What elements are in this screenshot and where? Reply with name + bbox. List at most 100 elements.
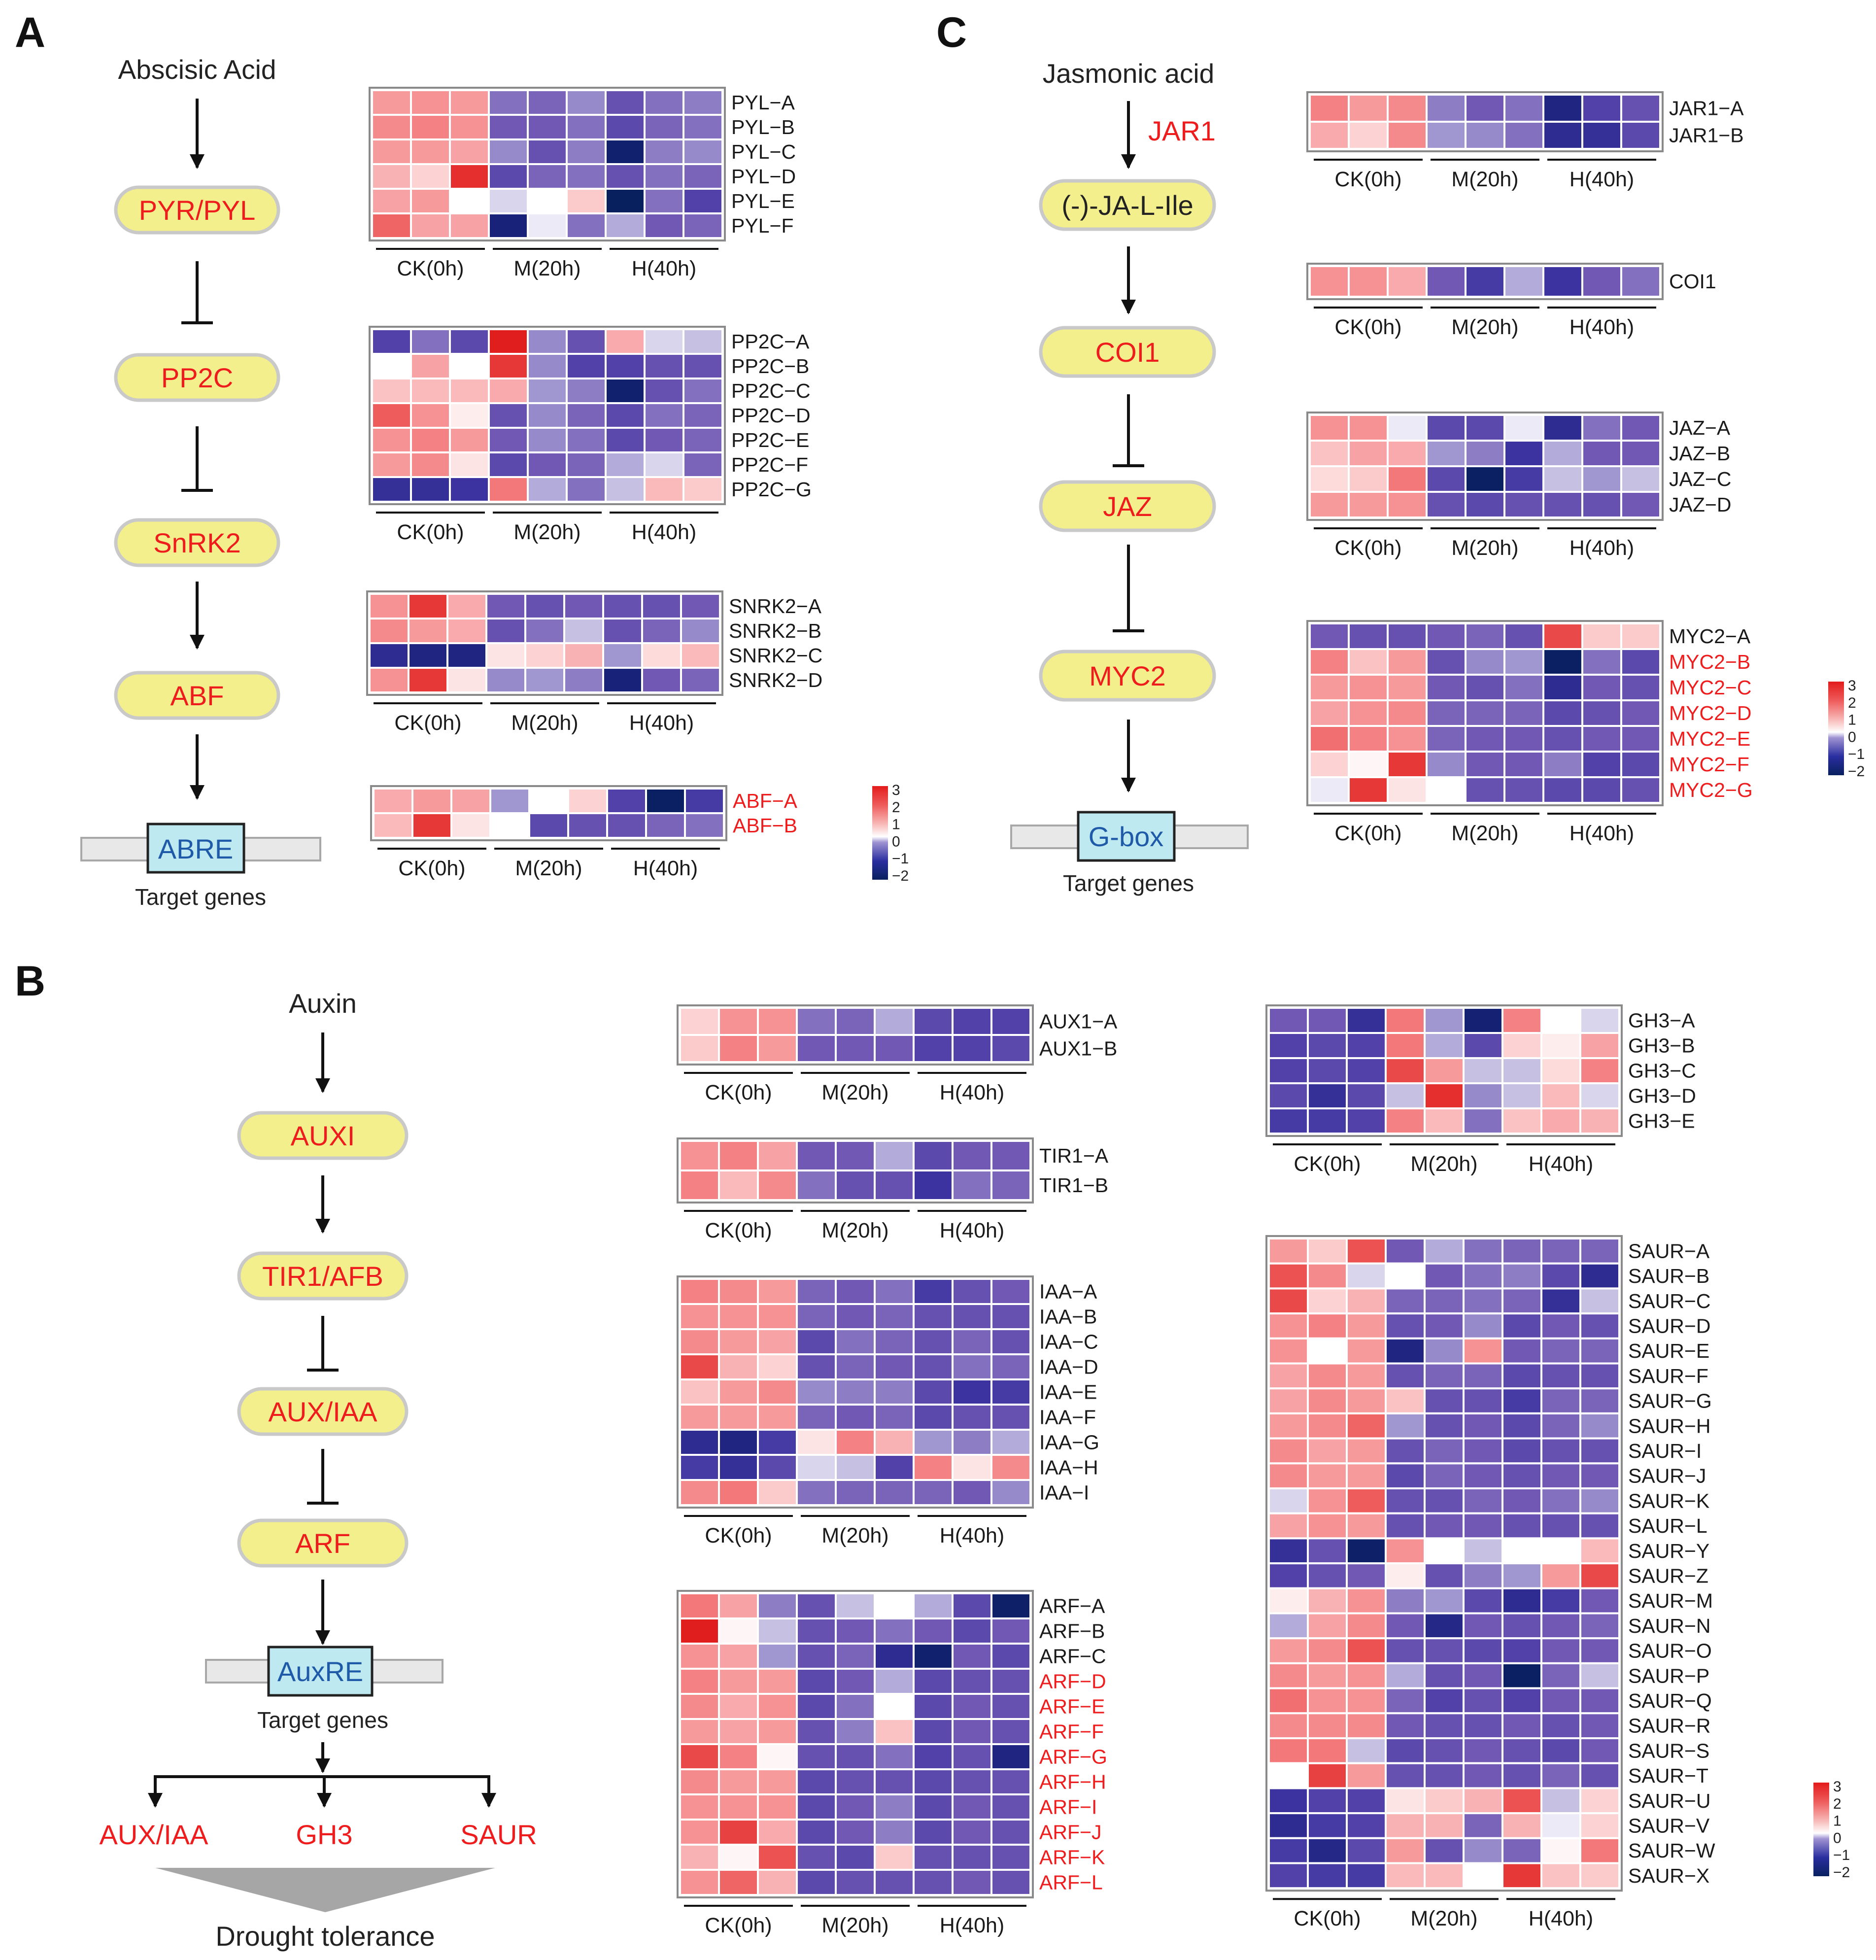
heatmap-cell bbox=[605, 212, 646, 239]
heatmap-cell bbox=[1426, 491, 1467, 518]
heatmap-cell bbox=[449, 402, 490, 429]
heatmap-cell bbox=[1385, 1312, 1426, 1340]
gene-label: ARF−H bbox=[1039, 1771, 1106, 1793]
heatmap-cell bbox=[796, 1404, 837, 1431]
heatmap-cell bbox=[1581, 674, 1622, 701]
heatmap-cell bbox=[1385, 1487, 1426, 1514]
group-label: H(40h) bbox=[629, 711, 694, 735]
node-label: COI1 bbox=[1095, 337, 1160, 368]
heatmap-cell bbox=[641, 667, 682, 693]
heatmap-cell bbox=[1387, 751, 1428, 778]
heatmap-cell bbox=[1385, 1287, 1426, 1315]
heatmap-cell bbox=[1579, 1487, 1620, 1514]
gene-label: ARF−B bbox=[1039, 1620, 1105, 1643]
heatmap-cell bbox=[1620, 94, 1661, 123]
heatmap-cell bbox=[679, 1007, 720, 1036]
heatmap-cell bbox=[796, 1278, 837, 1305]
heatmap-cell bbox=[410, 476, 451, 503]
heatmap-cell bbox=[1387, 674, 1428, 701]
heatmap-cell bbox=[718, 1643, 759, 1670]
heatmap-cell bbox=[488, 188, 529, 214]
gene-label: SAUR−G bbox=[1628, 1390, 1712, 1412]
heatmap-cell bbox=[1540, 1412, 1581, 1440]
gene-label: TIR1−A bbox=[1039, 1144, 1109, 1167]
heatmap-cell bbox=[1309, 751, 1350, 778]
heatmap-cell bbox=[1387, 648, 1428, 676]
heatmap-cell bbox=[1268, 1082, 1309, 1109]
heatmap-cell bbox=[835, 1404, 876, 1431]
gene-label: ARF−I bbox=[1039, 1796, 1097, 1819]
heatmap-cell bbox=[1307, 1287, 1348, 1315]
gene-label: IAA−A bbox=[1039, 1280, 1097, 1303]
heatmap-cell bbox=[990, 1378, 1031, 1406]
heatmap-cell bbox=[682, 353, 723, 379]
heatmap-cell bbox=[1540, 1487, 1581, 1514]
heatmap-cell bbox=[1268, 1837, 1309, 1864]
group-label: M(20h) bbox=[1451, 536, 1518, 560]
heatmap-cell bbox=[1309, 440, 1350, 467]
heatmap-cell bbox=[1501, 1862, 1542, 1890]
gene-label: IAA−B bbox=[1039, 1306, 1097, 1328]
heatmap-cell bbox=[835, 1454, 876, 1481]
heatmap-cell bbox=[1503, 648, 1544, 676]
heatmap-cell bbox=[1385, 1712, 1426, 1740]
heatmap-cell bbox=[1307, 1837, 1348, 1864]
heatmap-cell bbox=[679, 1592, 720, 1619]
heatmap-cell bbox=[874, 1007, 915, 1036]
legend-tick: 0 bbox=[1833, 1830, 1842, 1846]
heatmap-cell bbox=[1309, 622, 1350, 650]
gene-label: MYC2−G bbox=[1669, 779, 1753, 801]
heatmap-cell bbox=[913, 1303, 954, 1330]
heatmap-cell bbox=[1309, 776, 1350, 804]
group-label: CK(0h) bbox=[398, 857, 465, 880]
heatmap-cell bbox=[1463, 1537, 1503, 1565]
heatmap-cell bbox=[913, 1718, 954, 1745]
heatmap-cell bbox=[952, 1479, 992, 1506]
heatmap-cell bbox=[835, 1793, 876, 1821]
heatmap-cell bbox=[990, 1328, 1031, 1355]
heatmap-cell bbox=[682, 138, 723, 165]
group-label: M(20h) bbox=[821, 1914, 888, 1937]
heatmap-cell bbox=[410, 402, 451, 429]
heatmap-cell bbox=[527, 476, 568, 503]
heatmap-cell bbox=[605, 402, 646, 429]
heatmap-cell bbox=[488, 378, 529, 404]
heatmap-cell bbox=[1581, 648, 1622, 676]
heatmap-cell bbox=[1503, 491, 1544, 518]
heatmap-cell bbox=[952, 1034, 992, 1063]
heatmap-cell bbox=[1501, 1837, 1542, 1864]
pathway-node: AUXI bbox=[237, 1111, 409, 1160]
heatmap-cell bbox=[1268, 1238, 1309, 1265]
gene-label: SAUR−S bbox=[1628, 1739, 1709, 1762]
heatmap-cell bbox=[684, 812, 725, 839]
heatmap-cell bbox=[566, 188, 607, 214]
gene-label: SNRK2−A bbox=[729, 595, 822, 618]
heatmap-cell bbox=[757, 1617, 798, 1645]
gene-label: PP2C−B bbox=[731, 355, 809, 378]
gene-label: SAUR−N bbox=[1628, 1615, 1710, 1637]
heatmap-aux1: AUX1−A AUX1−B CK(0h) M(20h) H(40h) bbox=[677, 1004, 1118, 1104]
gene-label: MYC2−C bbox=[1669, 676, 1751, 699]
heatmap-cell bbox=[645, 788, 686, 814]
gene-label: MYC2−B bbox=[1669, 651, 1750, 673]
heatmap-cell bbox=[1424, 1712, 1465, 1740]
heatmap-cell bbox=[527, 451, 568, 478]
heatmap-cell bbox=[757, 1140, 798, 1171]
heatmap-cell bbox=[1426, 699, 1467, 727]
heatmap-cell bbox=[1307, 1082, 1348, 1109]
heatmap-cell bbox=[1503, 414, 1544, 442]
heatmap-cell bbox=[1346, 1007, 1387, 1034]
heatmap-cell bbox=[1542, 465, 1583, 493]
heatmap-cell bbox=[563, 667, 604, 693]
heatmap-cell bbox=[679, 1140, 720, 1171]
heatmap-cell bbox=[1268, 1287, 1309, 1315]
heatmap-cell bbox=[449, 163, 490, 190]
heatmap-cell bbox=[990, 1844, 1031, 1871]
heatmap-cell bbox=[874, 1404, 915, 1431]
heatmap-cell bbox=[644, 328, 684, 355]
panel-b-signal: Auxin bbox=[289, 988, 357, 1019]
heatmap-cell bbox=[1268, 1262, 1309, 1290]
heatmap-cell bbox=[1307, 1337, 1348, 1365]
gene-label: ARF−D bbox=[1039, 1670, 1106, 1693]
heatmap-cell bbox=[1463, 1337, 1503, 1365]
